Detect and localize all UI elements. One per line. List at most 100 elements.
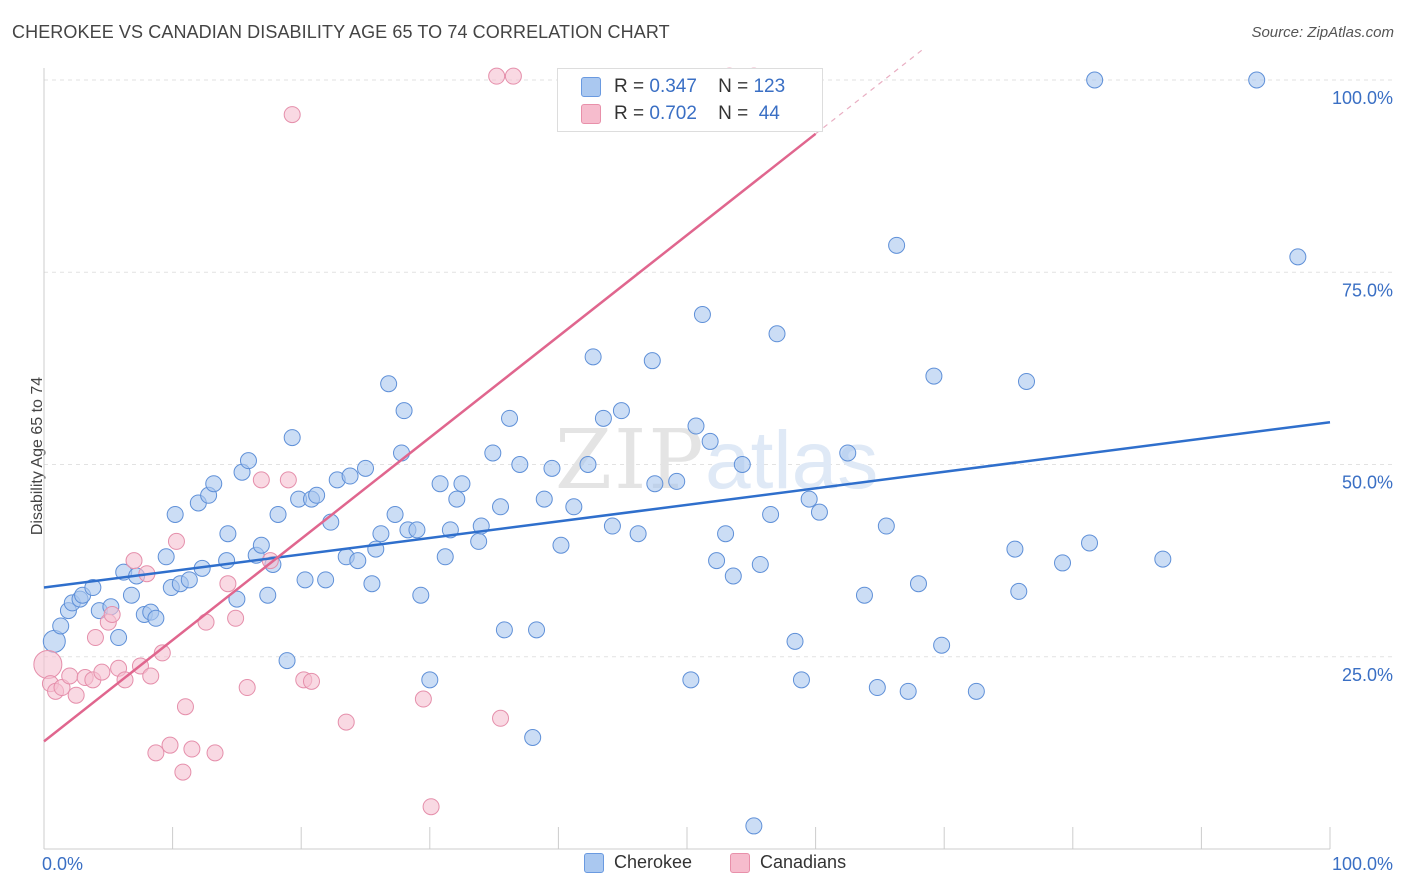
legend-swatch-canadians bbox=[730, 852, 750, 873]
cherokee-point bbox=[1289, 248, 1307, 266]
cherokee-point bbox=[408, 521, 426, 539]
cherokee-point bbox=[967, 682, 985, 700]
cherokee-point bbox=[52, 617, 70, 635]
legend-row-cherokee: R = 0.347 N = 123 bbox=[581, 75, 786, 99]
cherokee-point bbox=[643, 352, 661, 370]
legend-swatch-cherokee bbox=[584, 852, 604, 873]
cherokee-point bbox=[888, 236, 906, 254]
cherokee-point bbox=[1086, 71, 1104, 89]
cherokee-point bbox=[308, 486, 326, 504]
cherokee-point bbox=[594, 409, 612, 427]
trend-line-canadians-extension bbox=[815, 49, 923, 135]
cherokee-point bbox=[603, 517, 621, 535]
canadian-point bbox=[161, 736, 179, 754]
legend-item-cherokee: Cherokee bbox=[584, 852, 692, 873]
cherokee-point bbox=[1248, 71, 1266, 89]
canadian-point bbox=[125, 552, 143, 570]
cherokee-point bbox=[855, 586, 873, 604]
cherokee-point bbox=[717, 525, 735, 543]
cherokee-point bbox=[110, 629, 128, 647]
cherokee-point bbox=[363, 575, 381, 593]
cherokee-point bbox=[877, 517, 895, 535]
legend-r-value-canadians: 0.702 bbox=[649, 103, 697, 124]
cherokee-point bbox=[1010, 582, 1028, 600]
canadian-point bbox=[504, 67, 522, 85]
cherokee-point bbox=[839, 444, 857, 462]
cherokee-point bbox=[122, 586, 140, 604]
cherokee-point bbox=[792, 671, 810, 689]
canadian-point bbox=[167, 532, 185, 550]
canadian-point bbox=[492, 709, 510, 727]
trend-line-canadians bbox=[43, 132, 817, 743]
cherokee-point bbox=[909, 575, 927, 593]
legend-n-label: N = bbox=[718, 103, 749, 124]
cherokee-point bbox=[751, 555, 769, 573]
canadian-point bbox=[61, 667, 79, 685]
cherokee-point bbox=[448, 490, 466, 508]
cherokee-point bbox=[259, 586, 277, 604]
cherokee-point bbox=[239, 452, 257, 470]
zipatlas-watermark: ZIP atlas bbox=[555, 413, 878, 508]
x-tick-label-min: 0.0% bbox=[42, 854, 83, 874]
y-tick-label: 25.0% bbox=[1342, 665, 1393, 685]
cherokee-point bbox=[484, 444, 502, 462]
cherokee-point bbox=[565, 498, 583, 516]
cherokee-point bbox=[1081, 534, 1099, 552]
cherokee-point bbox=[543, 459, 561, 477]
cherokee-point bbox=[768, 325, 786, 343]
cherokee-point bbox=[762, 505, 780, 523]
cherokee-point bbox=[395, 402, 413, 420]
cherokee-point bbox=[612, 402, 630, 420]
cherokee-point bbox=[511, 456, 529, 473]
cherokee-point bbox=[868, 679, 886, 697]
cherokee-point bbox=[682, 671, 700, 689]
canadian-point bbox=[337, 713, 355, 731]
canadian-point bbox=[174, 763, 192, 781]
cherokee-point bbox=[228, 590, 246, 608]
canadian-point bbox=[67, 686, 85, 704]
cherokee-point bbox=[372, 525, 390, 543]
cherokee-point bbox=[552, 536, 570, 554]
cherokee-point bbox=[501, 409, 519, 427]
cherokee-point bbox=[317, 571, 335, 589]
cherokee-point bbox=[646, 475, 664, 493]
cherokee-point bbox=[495, 621, 513, 639]
legend-label-cherokee: Cherokee bbox=[614, 852, 693, 872]
cherokee-point bbox=[733, 456, 751, 473]
source-attribution: Source: ZipAtlas.com bbox=[1251, 24, 1394, 41]
tick-labels: 25.0% 50.0% 75.0% 100.0% 0.0% 100.0% bbox=[42, 88, 1393, 874]
cherokee-point bbox=[357, 459, 374, 477]
y-tick-label: 50.0% bbox=[1342, 473, 1393, 493]
cherokee-point bbox=[745, 817, 763, 835]
cherokee-point bbox=[933, 636, 951, 654]
cherokee-point bbox=[528, 621, 546, 639]
canadian-point bbox=[86, 629, 104, 647]
cherokee-point bbox=[421, 671, 439, 689]
cherokee-point bbox=[724, 567, 742, 585]
cherokee-point bbox=[453, 475, 471, 493]
canadian-point bbox=[252, 471, 270, 489]
canadian-point bbox=[283, 106, 301, 124]
cherokee-point bbox=[252, 536, 270, 554]
cherokee-point bbox=[668, 472, 686, 490]
canadian-point bbox=[488, 67, 506, 85]
cherokee-point bbox=[925, 367, 943, 385]
cherokee-point bbox=[1054, 554, 1072, 572]
y-tick-label: 75.0% bbox=[1342, 280, 1393, 300]
cherokee-point bbox=[296, 571, 314, 589]
cherokee-point bbox=[1018, 372, 1036, 390]
cherokee-point bbox=[535, 490, 553, 508]
canadian-point bbox=[414, 690, 432, 708]
canadian-point bbox=[176, 698, 194, 716]
cherokee-point bbox=[1006, 540, 1024, 558]
cherokee-point bbox=[524, 728, 542, 746]
canadian-point bbox=[206, 744, 224, 762]
cherokee-point bbox=[84, 579, 102, 597]
watermark-zip: ZIP bbox=[555, 413, 706, 508]
cherokee-point bbox=[800, 490, 818, 508]
cherokee-point bbox=[349, 552, 367, 570]
correlation-legend: R = 0.347 N = 123 R = 0.702 N = 44 bbox=[557, 68, 823, 132]
cherokee-point bbox=[269, 505, 287, 523]
legend-n-value-cherokee: 123 bbox=[753, 76, 786, 97]
